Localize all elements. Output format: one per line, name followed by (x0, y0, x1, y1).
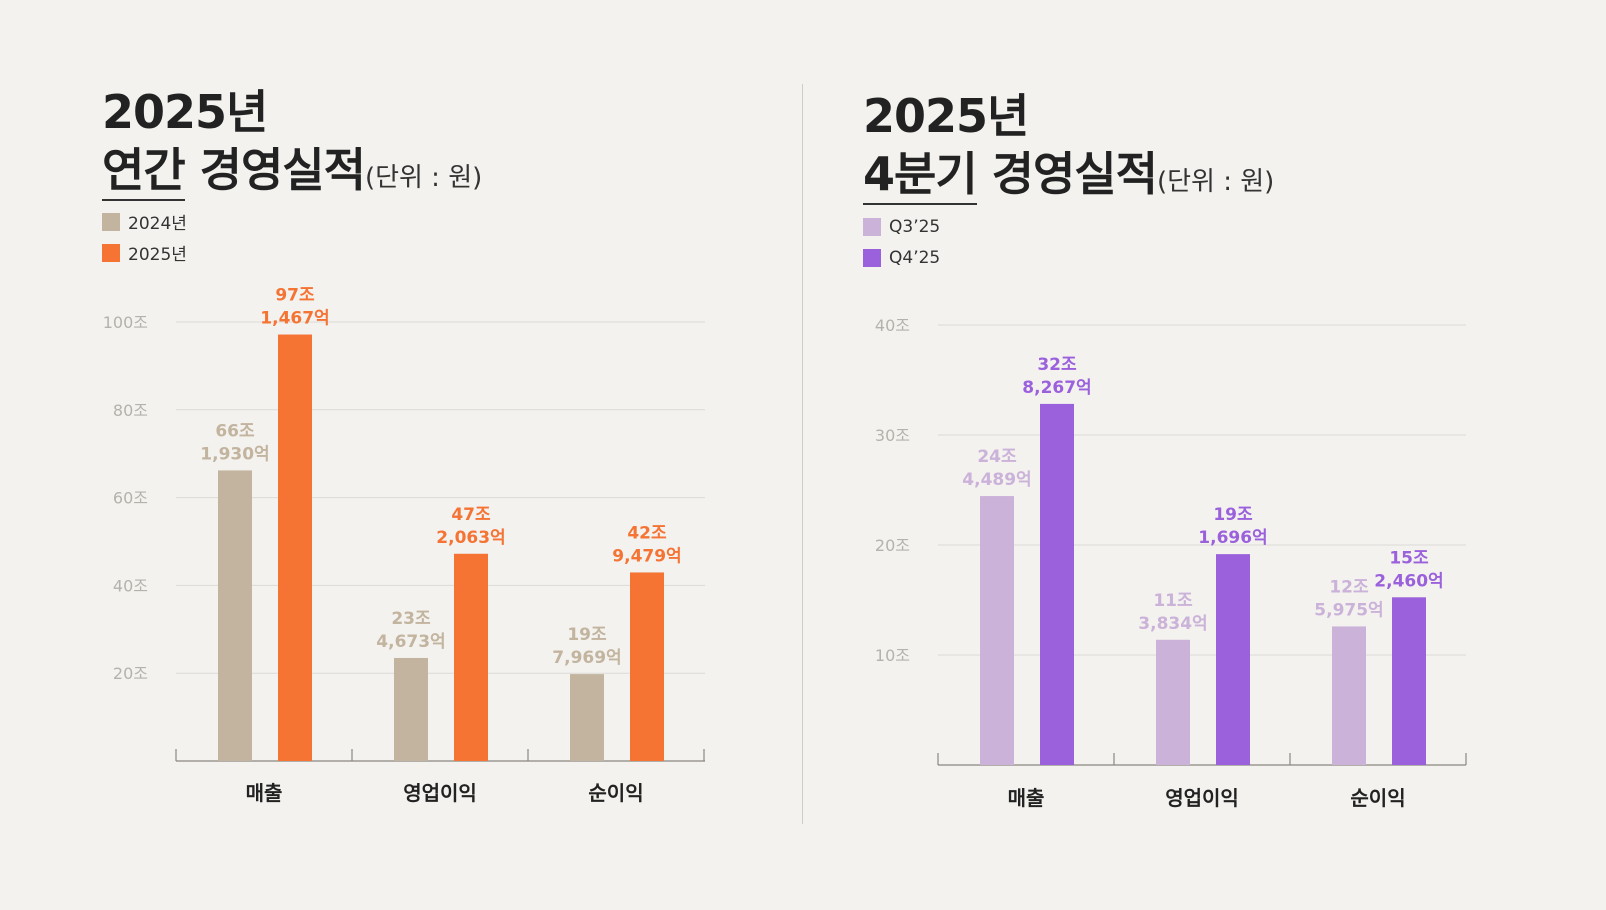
quarterly-results-panel: 2025년 4분기 경영실적(단위 : 원) Q3’25 Q4’25 (803, 0, 1606, 910)
panel-divider (802, 84, 803, 824)
quarterly-ytick-label: 20조 (875, 536, 910, 555)
annual-data-label: 42조 (627, 523, 667, 543)
quarterly-data-label: 4,489억 (962, 470, 1031, 490)
annual-bar (454, 553, 488, 761)
legend-label-2024: 2024년 (128, 214, 187, 234)
quarterly-ytick-label: 40조 (875, 316, 910, 335)
annual-data-label: 1,930억 (200, 444, 269, 464)
annual-results-panel: 2025년 연간 경영실적(단위 : 원) 2024년 2025년 (102, 85, 483, 265)
quarterly-data-label: 11조 (1153, 591, 1193, 611)
legend-item-2024: 2024년 (102, 211, 187, 234)
annual-legend: 2024년 2025년 (102, 211, 187, 265)
annual-bar (570, 674, 604, 761)
quarterly-bar (1332, 626, 1366, 765)
quarterly-category-label: 순이익 (1350, 786, 1405, 810)
quarterly-bar (1040, 403, 1074, 765)
annual-data-label: 47조 (451, 505, 491, 525)
quarterly-data-label: 5,975억 (1314, 600, 1383, 620)
annual-category-label: 매출 (246, 781, 283, 805)
legend-label-2025: 2025년 (128, 245, 187, 265)
legend-swatch-q4 (863, 248, 881, 267)
annual-unit-label: (단위 : 원) (364, 163, 483, 193)
quarterly-data-label: 3,834억 (1138, 614, 1207, 634)
annual-data-label: 4,673억 (376, 632, 445, 652)
quarterly-unit-label: (단위 : 원) (1156, 167, 1275, 197)
annual-title-year: 2025년 (102, 85, 268, 139)
annual-ytick-label: 20조 (113, 664, 148, 683)
quarterly-data-label: 8,267억 (1022, 378, 1091, 398)
annual-data-label: 23조 (391, 609, 431, 629)
quarterly-data-label: 12조 (1329, 577, 1369, 597)
annual-bar (218, 470, 252, 761)
quarterly-title-year: 2025년 (863, 89, 1029, 143)
quarterly-category-label: 매출 (1008, 786, 1045, 810)
legend-swatch-2024 (102, 212, 120, 231)
legend-item-q4: Q4’25 (863, 247, 940, 268)
annual-title: 연간 경영실적(단위 : 원) (102, 134, 483, 201)
annual-data-label: 2,063억 (436, 528, 505, 548)
annual-ytick-label: 60조 (113, 489, 148, 508)
quarterly-data-label: 15조 (1389, 548, 1429, 568)
quarterly-data-label: 1,696억 (1198, 528, 1267, 548)
quarterly-title: 4분기 경영실적(단위 : 원) (863, 138, 1275, 205)
quarterly-ytick-label: 30조 (875, 426, 910, 445)
quarterly-title-rest: 경영실적 (991, 147, 1158, 201)
quarterly-data-label: 19조 (1213, 505, 1253, 525)
quarterly-bar (980, 496, 1014, 765)
annual-data-label: 66조 (215, 421, 255, 441)
annual-category-label: 순이익 (588, 781, 643, 805)
annual-bar (394, 657, 428, 761)
annual-ytick-label: 40조 (113, 576, 148, 595)
annual-bar (278, 334, 312, 761)
annual-category-label: 영업이익 (403, 781, 477, 805)
legend-label-q3: Q3’25 (889, 216, 941, 237)
legend-swatch-q3 (863, 217, 881, 236)
quarterly-legend: Q3’25 Q4’25 (863, 216, 940, 268)
annual-bar (630, 572, 664, 761)
legend-swatch-2025 (102, 243, 120, 262)
quarterly-data-label: 32조 (1037, 355, 1077, 375)
quarterly-bar (1216, 554, 1250, 765)
quarterly-category-label: 영업이익 (1165, 786, 1239, 810)
quarterly-ytick-label: 10조 (875, 646, 910, 665)
quarterly-bar (1156, 639, 1190, 765)
quarterly-data-label: 2,460억 (1374, 571, 1443, 591)
annual-data-label: 7,969억 (552, 648, 621, 668)
annual-title-highlight: 연간 (102, 143, 186, 201)
annual-data-label: 9,479억 (612, 546, 681, 566)
legend-label-q4: Q4’25 (889, 247, 941, 268)
legend-item-q3: Q3’25 (863, 216, 940, 237)
annual-title-rest: 경영실적 (199, 143, 366, 197)
annual-data-label: 97조 (275, 286, 315, 306)
annual-data-label: 1,467억 (260, 309, 329, 329)
legend-item-2025: 2025년 (102, 242, 187, 265)
quarterly-data-label: 24조 (977, 447, 1017, 467)
annual-data-label: 19조 (567, 625, 607, 645)
annual-ytick-label: 100조 (103, 313, 148, 332)
quarterly-bar (1392, 597, 1426, 765)
annual-ytick-label: 80조 (113, 401, 148, 420)
quarterly-title-highlight: 4분기 (863, 147, 978, 205)
